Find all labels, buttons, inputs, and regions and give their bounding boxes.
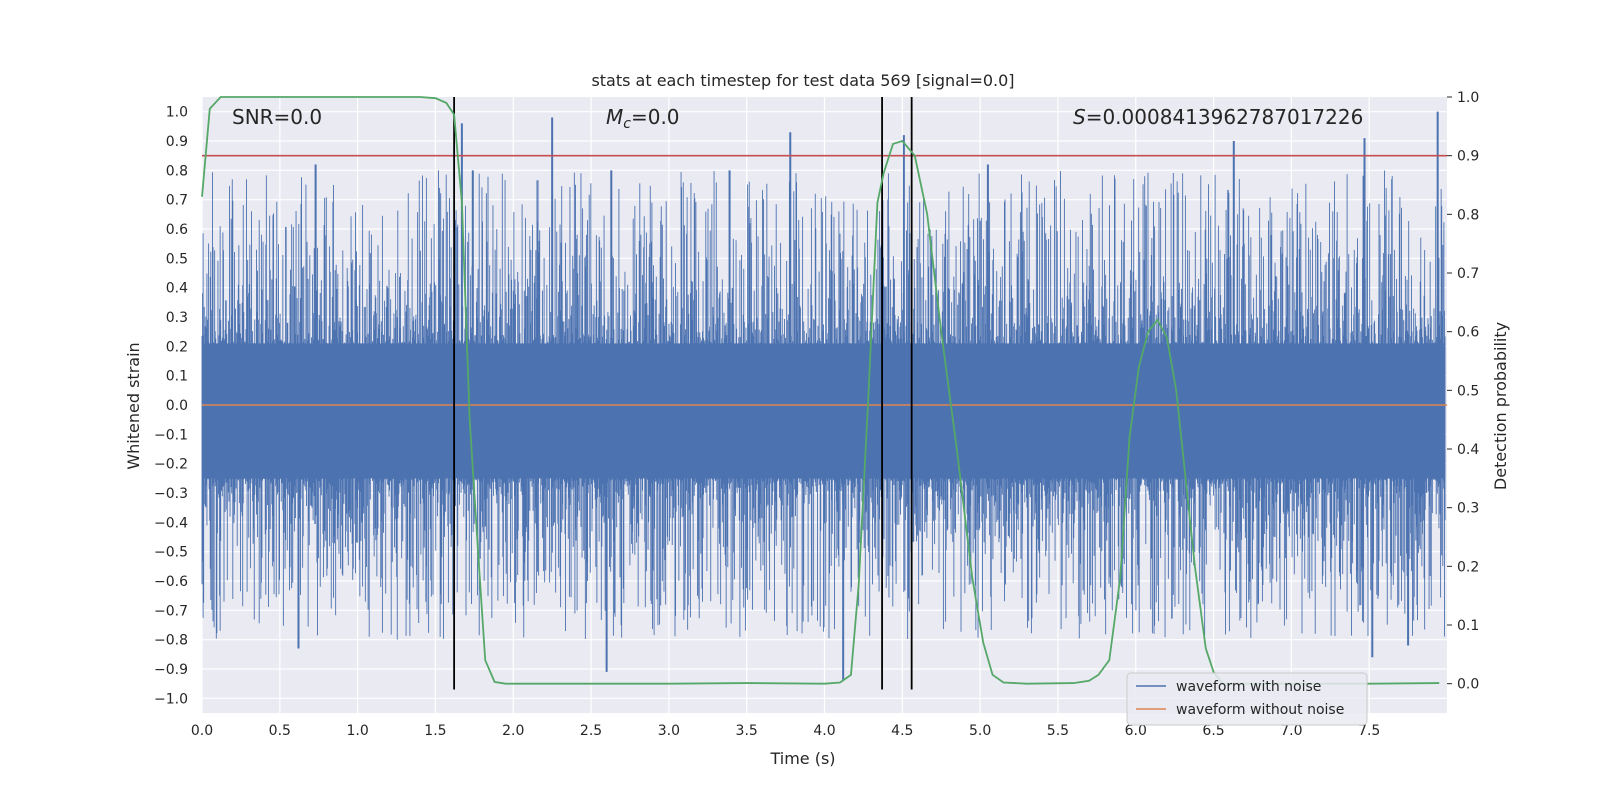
legend-box xyxy=(1126,672,1368,726)
vertical-markers xyxy=(453,97,913,690)
y-right-tick-label: 0.6 xyxy=(1457,325,1479,341)
s-annotation: S=0.0008413962787017226 xyxy=(1073,105,1363,129)
y-left-tick-label: 0.0 xyxy=(166,398,188,414)
x-tick-label: 2.5 xyxy=(580,723,602,739)
y-left-tick-label: 0.1 xyxy=(166,369,188,385)
s-value: =0.0008413962787017226 xyxy=(1086,105,1364,129)
y-right-axis-ticks: 1.0 0.9 0.8 0.7 0.6 0.5 0.4 0.3 0.2 0.1 0.0 xyxy=(1447,90,1479,693)
chirp-mass-subscript: c xyxy=(623,116,631,132)
y-right-tick-label: 0.4 xyxy=(1457,442,1479,458)
y-right-tick-label: 0.0 xyxy=(1457,677,1479,693)
y-left-tick-label: −0.3 xyxy=(154,486,188,502)
y-left-tick-label: −0.5 xyxy=(154,545,188,561)
y-left-tick-label: −0.9 xyxy=(154,662,188,678)
y-right-tick-label: 0.1 xyxy=(1457,618,1479,634)
x-tick-label: 7.5 xyxy=(1358,723,1380,739)
y-right-tick-label: 0.7 xyxy=(1457,266,1479,282)
y-right-tick-label: 0.5 xyxy=(1457,383,1479,399)
legend: waveform with noise waveform without noi… xyxy=(1126,672,1368,726)
y-right-tick-label: 0.3 xyxy=(1457,501,1479,517)
x-axis-ticks: 0.0 0.5 1.0 1.5 2.0 2.5 3.0 3.5 4.0 4.5 5.0 5.5 6.0 6… xyxy=(191,723,1380,739)
x-tick-label: 6.0 xyxy=(1125,723,1147,739)
y-left-tick-label: −0.4 xyxy=(154,515,188,531)
x-tick-label: 1.0 xyxy=(346,723,368,739)
chirp-mass-symbol: M xyxy=(606,105,623,129)
y-left-tick-label: 0.4 xyxy=(166,281,188,297)
x-tick-label: 6.5 xyxy=(1202,723,1224,739)
y-left-tick-label: 0.7 xyxy=(166,193,188,209)
x-axis-label: Time (s) xyxy=(769,749,835,768)
legend-entry-noise: waveform with noise xyxy=(1176,679,1321,695)
series-detection-probability xyxy=(201,96,1440,685)
y-left-tick-label: −0.6 xyxy=(154,574,188,590)
y-right-tick-label: 0.8 xyxy=(1457,207,1479,223)
x-tick-label: 1.5 xyxy=(424,723,446,739)
y-left-tick-label: 1.0 xyxy=(166,105,188,121)
x-tick-label: 0.5 xyxy=(269,723,291,739)
y-left-tick-label: −0.1 xyxy=(154,427,188,443)
y-left-axis-label: Whitened strain xyxy=(124,342,143,469)
x-tick-label: 3.0 xyxy=(658,723,680,739)
x-tick-label: 5.0 xyxy=(969,723,991,739)
x-tick-label: 3.5 xyxy=(736,723,758,739)
y-right-tick-label: 1.0 xyxy=(1457,90,1479,106)
y-left-tick-label: −0.2 xyxy=(154,457,188,473)
x-tick-label: 4.5 xyxy=(891,723,913,739)
x-tick-label: 4.0 xyxy=(813,723,835,739)
y-left-axis-ticks: 1.0 0.9 0.8 0.7 0.6 0.5 0.4 0.3 0.2 0.1 0.0 −0.1 −0.… xyxy=(154,105,188,708)
y-left-tick-label: 0.8 xyxy=(166,163,188,179)
y-left-tick-label: 0.3 xyxy=(166,310,188,326)
x-tick-label: 0.0 xyxy=(191,723,213,739)
series-waveform-with-noise xyxy=(201,111,1446,681)
y-right-axis-label: Detection probability xyxy=(1491,322,1510,490)
x-tick-label: 2.0 xyxy=(502,723,524,739)
y-left-tick-label: 0.9 xyxy=(166,134,188,150)
y-left-tick-label: −0.8 xyxy=(154,633,188,649)
s-symbol: S xyxy=(1073,105,1086,129)
x-tick-label: 7.0 xyxy=(1280,723,1302,739)
y-left-tick-label: −1.0 xyxy=(154,691,188,707)
y-left-tick-label: 0.2 xyxy=(166,339,188,355)
x-tick-label: 5.5 xyxy=(1047,723,1069,739)
y-right-tick-label: 0.2 xyxy=(1457,559,1479,575)
probability-line xyxy=(201,96,1440,685)
chirp-mass-annotation: Mc=0.0 xyxy=(606,105,680,132)
y-left-tick-label: 0.5 xyxy=(166,251,188,267)
legend-entry-clean: waveform without noise xyxy=(1176,702,1344,718)
y-right-tick-label: 0.9 xyxy=(1457,149,1479,165)
y-left-tick-label: −0.7 xyxy=(154,603,188,619)
noise-waveform-core xyxy=(202,343,1446,473)
chart-title: stats at each timestep for test data 569… xyxy=(591,71,1014,90)
chirp-mass-value: =0.0 xyxy=(631,105,680,129)
snr-annotation: SNR=0.0 xyxy=(232,105,322,129)
y-left-tick-label: 0.6 xyxy=(166,222,188,238)
